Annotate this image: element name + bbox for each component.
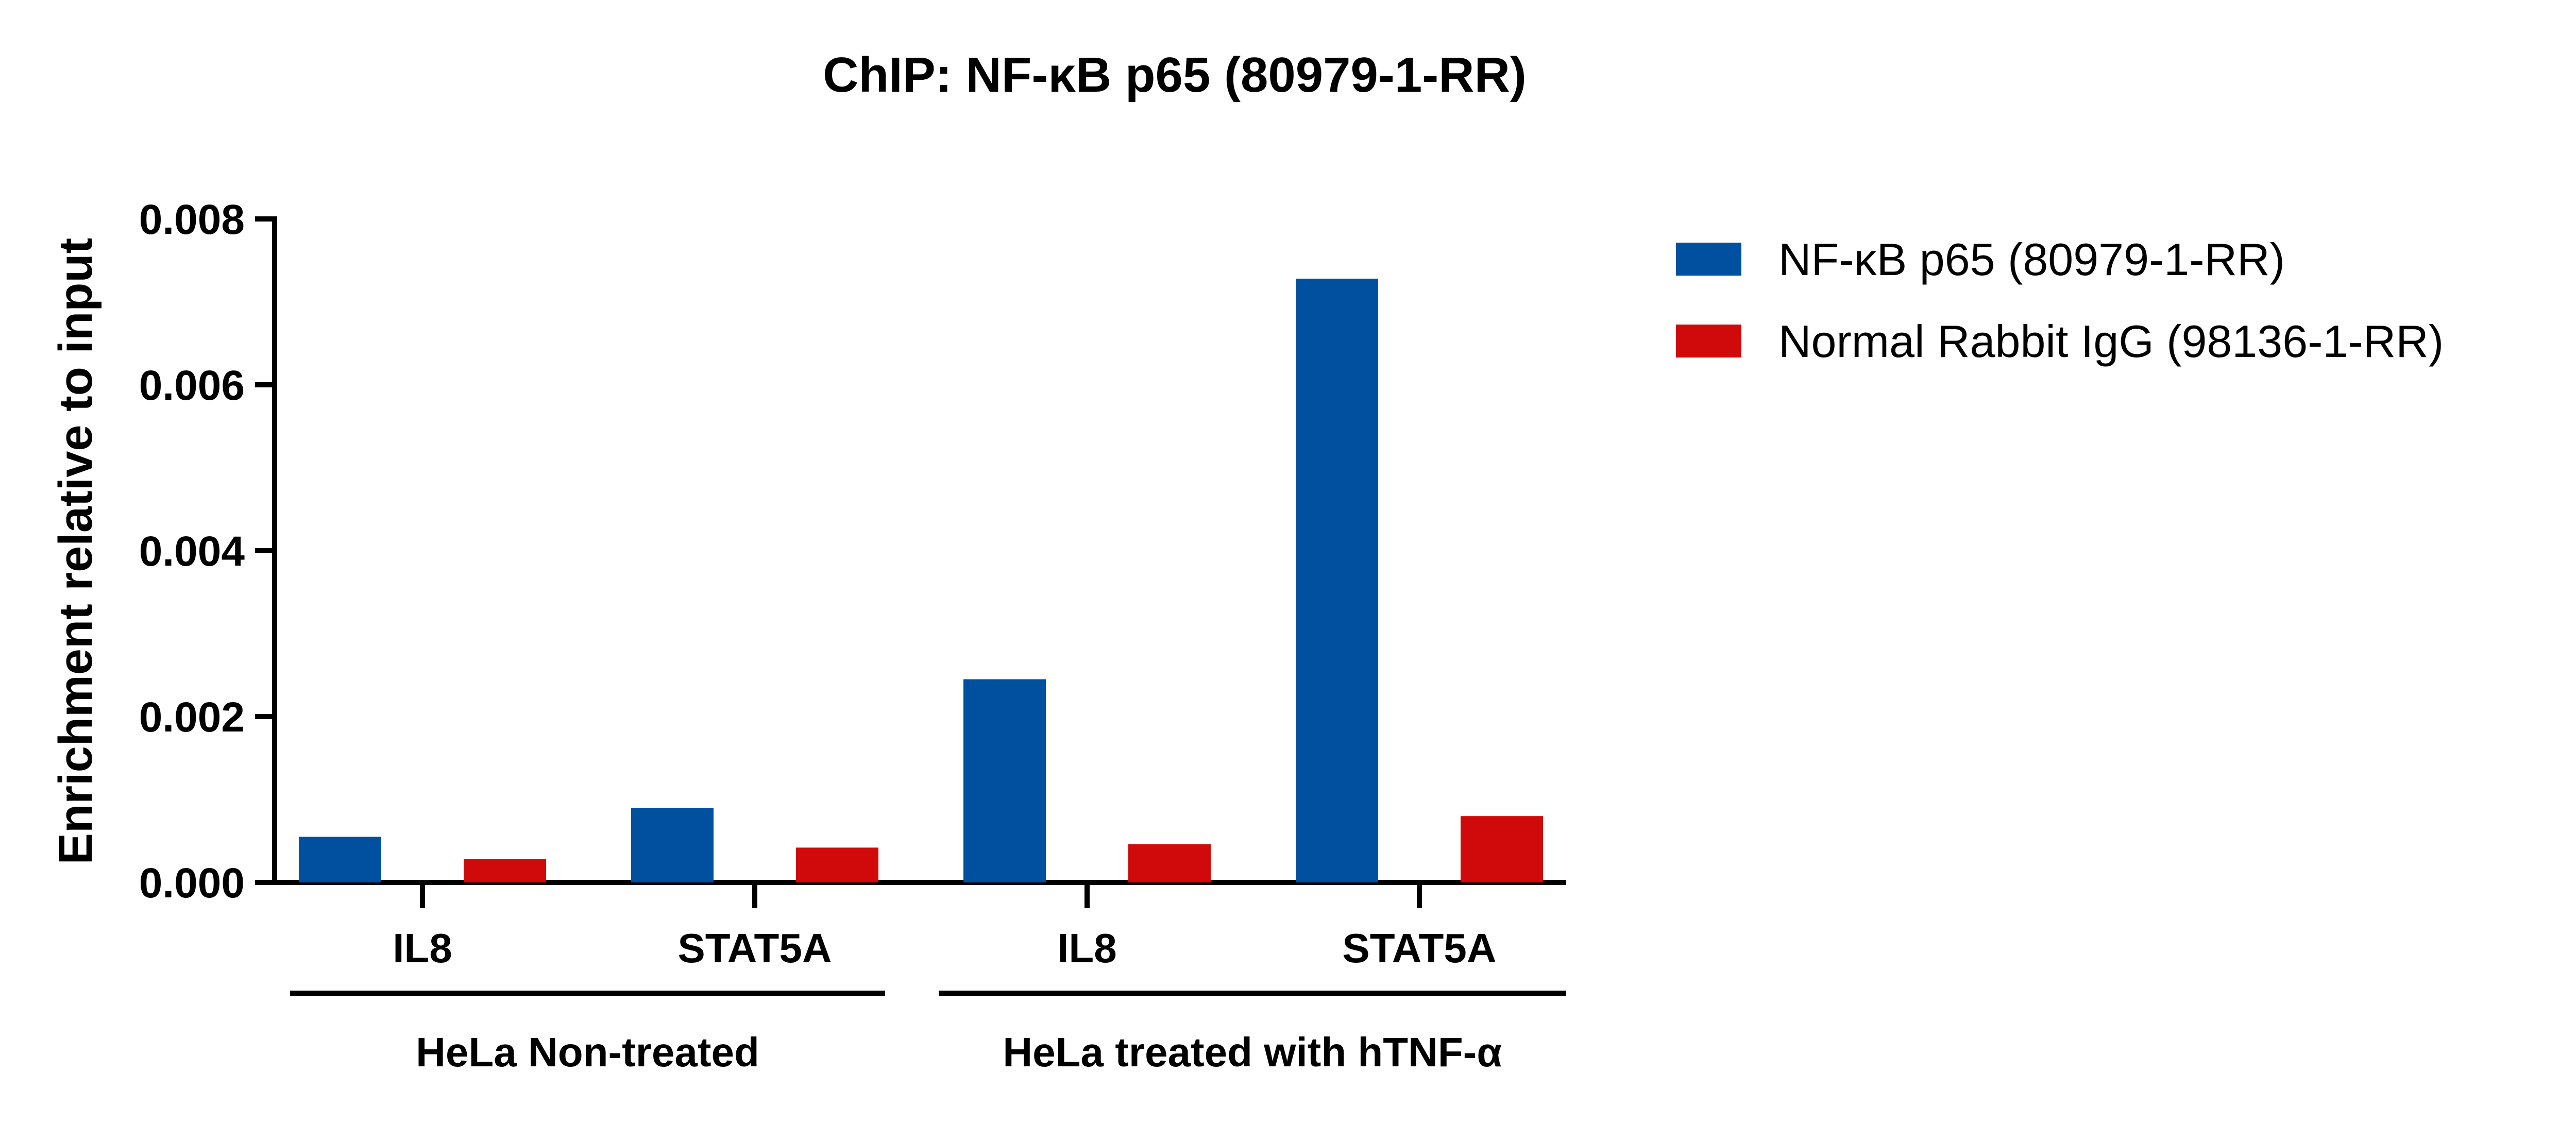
category-groups: HeLa Non-treated HeLa treated with hTNF-α [290, 991, 1566, 1075]
legend: NF-κB p65 (80979-1-RR) Normal Rabbit IgG … [1676, 234, 2444, 367]
bar-series-2-cat-1 [464, 859, 546, 882]
y-axis-label: Enrichment relative to input [49, 238, 102, 865]
y-tick-label: 0.008 [139, 196, 245, 243]
legend-label: NF-κB p65 (80979-1-RR) [1778, 234, 2285, 285]
group-label: HeLa Non-treated [416, 1029, 759, 1075]
legend-swatch [1676, 243, 1741, 276]
x-axis-ticks: IL8 STAT5A IL8 STAT5A [393, 882, 1497, 971]
bar-series-2-cat-2 [796, 847, 878, 882]
bar-series-1-cat-1 [299, 837, 381, 882]
x-tick-label: STAT5A [1342, 925, 1496, 971]
bar-series-2-cat-4 [1461, 816, 1543, 882]
y-tick-label: 0.006 [139, 362, 245, 409]
bar-series-2-cat-3 [1128, 844, 1211, 882]
chart-title: ChIP: NF-κB p65 (80979-1-RR) [823, 47, 1527, 103]
group-label: HeLa treated with hTNF-α [1003, 1029, 1502, 1075]
y-tick-label: 0.000 [139, 860, 245, 907]
bar-series-1-cat-3 [963, 679, 1046, 882]
y-tick-label: 0.002 [139, 694, 245, 741]
bar-series-1-cat-2 [631, 808, 714, 882]
y-tick-label: 0.004 [139, 528, 245, 575]
bars [299, 278, 1543, 883]
x-tick-label: IL8 [1057, 925, 1117, 971]
legend-label: Normal Rabbit IgG (98136-1-RR) [1778, 316, 2444, 367]
bar-series-1-cat-4 [1296, 278, 1378, 883]
x-tick-label: STAT5A [677, 925, 832, 971]
legend-swatch [1676, 325, 1741, 358]
y-axis-ticks: 0.000 0.002 0.004 0.006 0.008 [139, 196, 275, 907]
x-tick-label: IL8 [393, 925, 452, 971]
